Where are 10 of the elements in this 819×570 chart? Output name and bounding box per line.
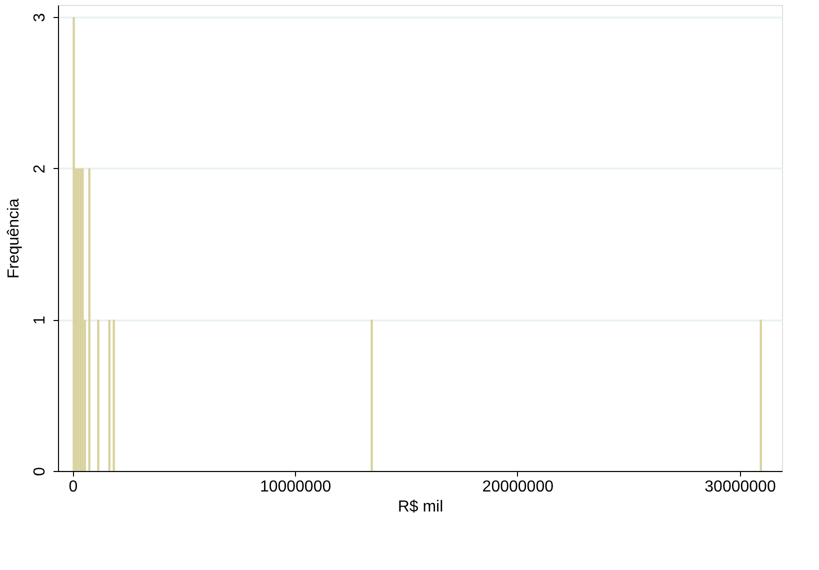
y-axis-title: Frequência [6,198,22,279]
x-tick-label: 10000000 [260,478,332,496]
y-tick-label: 3 [32,13,48,22]
y-tick-label: 1 [32,316,48,325]
x-tick-label: 0 [68,478,78,496]
y-tick-label: 2 [32,164,48,174]
x-axis-title: R$ mil [398,498,444,516]
y-tick-label: 0 [32,466,48,476]
x-tick-label: 30000000 [704,478,776,496]
x-tick-label: 20000000 [482,478,554,496]
